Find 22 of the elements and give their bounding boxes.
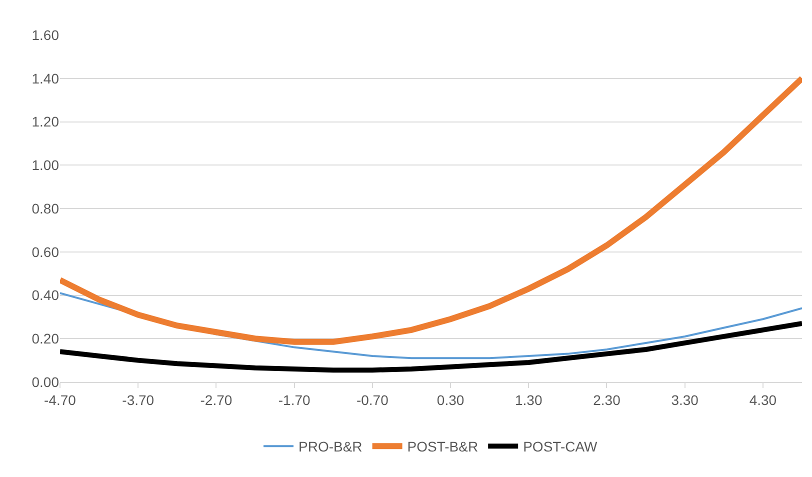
x-tick-label: -0.70	[356, 392, 389, 408]
y-tick-label: 1.60	[32, 26, 60, 43]
x-tick-label: 3.30	[671, 392, 699, 408]
y-tick-label: 0.20	[32, 330, 60, 347]
y-tick-label: 1.20	[32, 114, 60, 130]
x-tick-label: -4.70	[44, 392, 76, 408]
y-tick-label: 0.60	[32, 244, 60, 260]
x-tick-label: -2.70	[200, 392, 232, 408]
x-tick-label: 4.30	[749, 392, 777, 408]
legend-label: POST-B&R	[407, 438, 478, 455]
y-tick-label: 0.80	[32, 200, 60, 216]
y-tick-label: 1.00	[32, 157, 60, 174]
y-tick-label: 0.00	[32, 374, 60, 390]
y-tick-label: 0.40	[32, 287, 60, 304]
x-tick-label: 0.30	[436, 392, 464, 408]
y-tick-label: 1.40	[32, 70, 60, 86]
x-tick-label: -1.70	[278, 392, 310, 408]
legend-label: PRO-B&R	[298, 438, 362, 455]
x-tick-label: -3.70	[122, 392, 154, 408]
x-tick-label: 1.30	[515, 392, 542, 408]
legend-label: POST-CAW	[523, 438, 598, 455]
x-tick-label: 2.30	[593, 392, 621, 408]
